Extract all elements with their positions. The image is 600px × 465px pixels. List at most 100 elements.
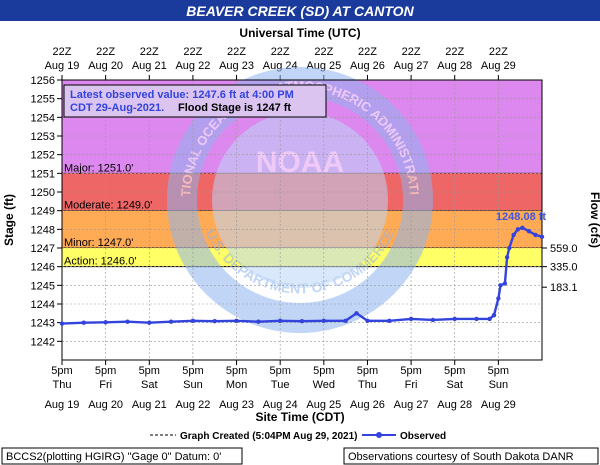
observed-point: [511, 232, 516, 238]
flood-band-label: Action: 1246.0': [64, 256, 136, 268]
observed-point: [299, 319, 305, 324]
top-tick-hour: 22Z: [96, 46, 115, 58]
observed-point: [256, 319, 261, 324]
top-tick-hour: 22Z: [358, 46, 377, 58]
y-tick-label: 1246: [31, 262, 55, 274]
right-tick-label: 183.1: [550, 282, 578, 294]
latest-box-line2-date: CDT 29-Aug-2021.: [70, 102, 164, 114]
footer-left-box: [1, 447, 243, 465]
flood-band-label: Minor: 1247.0': [64, 237, 133, 249]
title-bar: [0, 0, 600, 21]
bottom-tick-day: Tue: [271, 379, 290, 391]
flood-category-labels: Major: 1251.0' Moderate: 1249.0' Minor: 12…: [64, 162, 152, 267]
y-tick-label: 1248: [31, 224, 55, 236]
flood-band-label: Major: 1251.0': [64, 162, 133, 174]
y-tick-label: 1255: [31, 94, 55, 106]
bottom-axis-ticks: 5pm Thu Aug 19 5pm Fri Aug 20 5pm Sat Aug 21 5pm S…: [45, 360, 516, 411]
observed-point: [147, 320, 152, 325]
bottom-tick-day: Sun: [489, 379, 509, 391]
y-tick-label: 1256: [31, 75, 55, 87]
bottom-tick-time: 5pm: [313, 365, 334, 377]
bottom-tick-date: Aug 19: [45, 399, 80, 411]
legend-observed-marker: [376, 432, 382, 438]
latest-box-line2-flood: Flood Stage is 1247 ft: [178, 102, 291, 114]
footer-left: BCCS2(plotting HGIRG) "Gage 0" Datum: 0': [6, 451, 221, 463]
latest-box-line1: Latest observed value: 1247.6 ft at 4:00…: [70, 89, 294, 101]
bottom-tick-time: 5pm: [95, 365, 116, 377]
observed-point: [278, 318, 283, 323]
observed-point: [526, 229, 532, 234]
observed-point: [387, 318, 392, 323]
top-tick-hour: 22Z: [402, 46, 421, 58]
observed-point: [430, 317, 436, 323]
y-tick-label: 1242: [31, 336, 55, 348]
y-tick-label: 1249: [31, 206, 55, 218]
bottom-axis-label: Site Time (CDT): [255, 410, 344, 424]
bottom-tick-day: Sat: [141, 379, 158, 391]
top-tick-date: Aug 23: [219, 60, 254, 72]
top-axis-ticks: 22Z Aug 19 22Z Aug 20 22Z Aug 21 22Z Aug 22 22Z A…: [45, 46, 516, 80]
observed-point: [533, 232, 538, 238]
bottom-tick-time: 5pm: [51, 365, 72, 377]
observed-series: [59, 225, 545, 326]
bottom-tick-day: Thu: [53, 379, 72, 391]
legend: Graph Created (5:04PM Aug 29, 2021) Obse…: [150, 431, 446, 442]
y-tick-label: 1245: [31, 280, 55, 292]
bottom-tick-time: 5pm: [226, 365, 247, 377]
right-tick-label: 559.0: [550, 243, 578, 255]
observed-point: [520, 225, 525, 230]
bottom-tick-date: Aug 20: [88, 399, 123, 411]
observed-point: [190, 318, 196, 323]
observed-point: [496, 296, 501, 301]
observed-point: [168, 319, 174, 324]
bottom-tick-day: Thu: [358, 379, 377, 391]
bottom-tick-date: Aug 29: [481, 399, 516, 411]
footer-right: Observations courtesy of South Dakota DA…: [348, 451, 574, 463]
observed-point: [321, 318, 326, 323]
bottom-tick-day: Mon: [226, 379, 247, 391]
bottom-tick-date: Aug 27: [394, 399, 429, 411]
bottom-tick-time: 5pm: [139, 365, 160, 377]
observed-point: [343, 318, 348, 323]
bottom-tick-time: 5pm: [269, 365, 290, 377]
observed-point: [354, 311, 359, 316]
right-tick-label: 335.0: [550, 262, 578, 274]
plot-frame: [61, 79, 543, 361]
observed-point: [507, 245, 512, 251]
watermark-noaa-text: NOAA: [256, 146, 344, 179]
bottom-tick-day: Sat: [446, 379, 463, 391]
observed-line: [61, 226, 543, 325]
observed-point: [59, 321, 65, 326]
observed-point: [103, 320, 108, 325]
observed-point: [408, 316, 414, 322]
observed-point: [491, 313, 497, 318]
y-axis-ticks: 1242 1243 1244 1245 1246 1247 1248 1249 1250 1251…: [31, 75, 62, 348]
observed-point: [365, 318, 370, 323]
bottom-tick-time: 5pm: [357, 365, 378, 377]
observed-point: [502, 281, 508, 286]
observed-point: [452, 316, 457, 322]
top-tick-hour: 22Z: [271, 46, 290, 58]
top-tick-date: Aug 29: [481, 60, 516, 72]
y-tick-label: 1243: [31, 318, 55, 330]
top-tick-date: Aug 20: [88, 60, 123, 72]
observed-point: [515, 227, 521, 232]
observed-point: [504, 255, 510, 260]
observed-point: [487, 316, 492, 322]
right-axis-label: Flow (cfs): [588, 192, 600, 248]
bottom-tick-time: 5pm: [488, 365, 509, 377]
y-tick-label: 1244: [31, 299, 55, 311]
top-tick-hour: 22Z: [183, 46, 202, 58]
latest-box-frame: [63, 84, 327, 118]
bottom-tick-date: Aug 22: [175, 399, 210, 411]
bottom-tick-day: Fri: [99, 379, 112, 391]
y-tick-label: 1252: [31, 150, 55, 162]
observed-point: [125, 319, 130, 324]
observed-point: [81, 320, 87, 325]
observed-point: [539, 234, 545, 239]
y-tick-label: 1250: [31, 187, 55, 199]
bottom-tick-date: Aug 21: [132, 399, 167, 411]
top-tick-date: Aug 19: [45, 60, 80, 72]
bottom-tick-day: Sun: [183, 379, 203, 391]
